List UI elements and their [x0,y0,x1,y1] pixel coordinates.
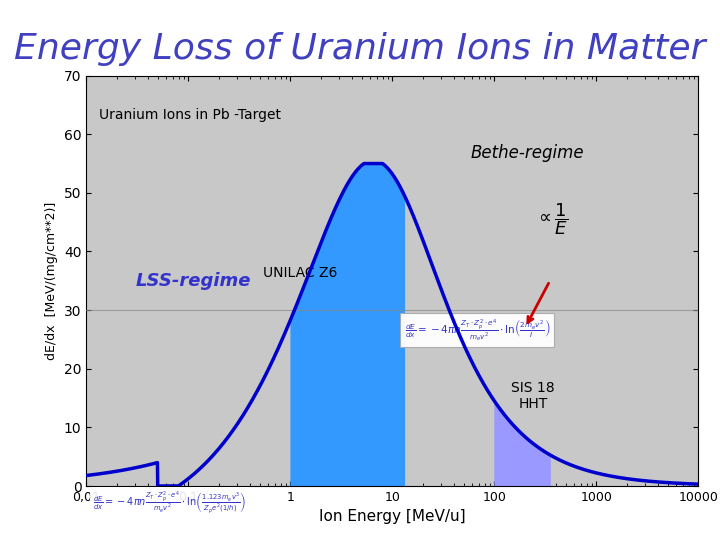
Text: Energy Loss of Uranium Ions in Matter: Energy Loss of Uranium Ions in Matter [14,32,706,66]
Text: $\frac{dE}{dx} = -4\pi n \frac{Z_T \cdot Z_p^2 \cdot e^4}{m_e v^2}\cdot \ln\!\le: $\frac{dE}{dx} = -4\pi n \frac{Z_T \cdot… [92,490,246,516]
Y-axis label: dE/dx  [MeV/(mg/cm**2)]: dE/dx [MeV/(mg/cm**2)] [45,201,58,360]
Text: LSS-regime: LSS-regime [135,272,251,290]
Text: SIS 18
HHT: SIS 18 HHT [511,381,555,411]
Text: $\frac{dE}{dx} = -4\pi n \frac{Z_T \cdot Z_p^2 \cdot e^4}{m_e v^2}\cdot \ln\!\le: $\frac{dE}{dx} = -4\pi n \frac{Z_T \cdot… [405,318,550,343]
Text: UNILAC Z6: UNILAC Z6 [264,266,338,280]
Text: Bethe-regime: Bethe-regime [470,144,584,161]
Text: $\propto \dfrac{1}{E}$: $\propto \dfrac{1}{E}$ [535,201,568,237]
Text: Uranium Ions in Pb -Target: Uranium Ions in Pb -Target [99,109,281,123]
X-axis label: Ion Energy [MeV/u]: Ion Energy [MeV/u] [319,509,466,524]
